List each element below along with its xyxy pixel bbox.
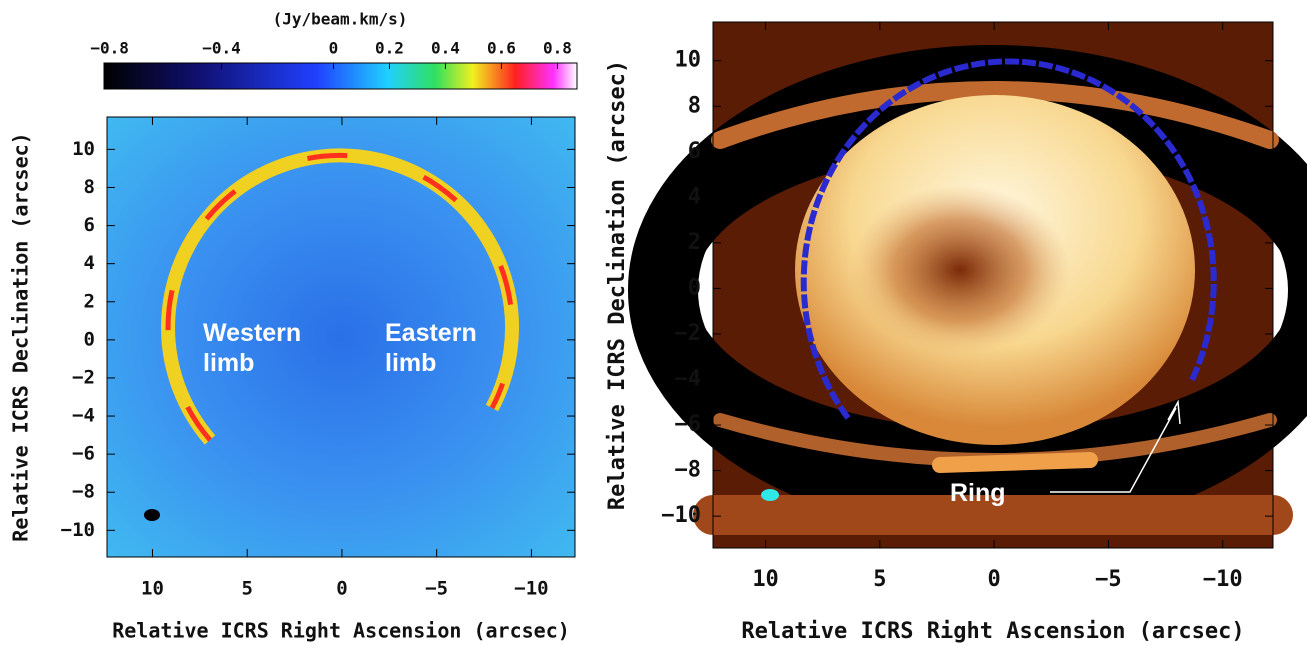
x-axis-label: Relative ICRS Right Ascension (arcsec): [741, 619, 1244, 644]
beam: [761, 489, 779, 501]
y-tick-label: −4: [72, 405, 95, 427]
y-axis-label: Relative ICRS Declination (arcsec): [605, 60, 630, 510]
y-tick-label: −10: [61, 519, 95, 541]
x-tick-label: −5: [425, 578, 448, 600]
colorbar: [103, 62, 578, 90]
y-tick-label: 10: [675, 48, 702, 73]
colorbar-tick-label: −0.8: [90, 39, 129, 58]
x-tick-label: −10: [514, 578, 548, 600]
y-tick-label: −8: [675, 458, 702, 483]
x-tick-label: 10: [752, 567, 779, 592]
x-tick-label: 0: [988, 567, 1001, 592]
y-tick-label: 8: [84, 176, 95, 198]
y-tick-label: 6: [84, 214, 95, 236]
annotation: Ring: [950, 479, 1006, 507]
y-tick-label: 0: [84, 328, 95, 350]
annotation: Eastern limb: [385, 319, 477, 377]
y-tick-label: −4: [675, 366, 702, 391]
colorbar-label: (Jy/beam.km/s): [273, 10, 408, 29]
colorbar-tick-label: 0.4: [431, 39, 460, 58]
y-tick-label: 8: [688, 93, 701, 118]
y-tick-label: 0: [688, 275, 701, 300]
y-tick-label: −10: [661, 503, 701, 528]
y-tick-label: 2: [688, 230, 701, 255]
limb-peak: [165, 152, 515, 442]
colorbar-tick-label: 0: [329, 39, 339, 58]
y-tick-label: 10: [72, 138, 95, 160]
y-tick-label: 6: [688, 139, 701, 164]
x-tick-label: −10: [1203, 567, 1243, 592]
beam: [144, 509, 160, 521]
y-tick-label: 4: [688, 184, 701, 209]
colorbar-tick-label: 0.8: [543, 39, 572, 58]
annotation: Western limb: [203, 319, 302, 377]
y-tick-label: −6: [72, 443, 95, 465]
y-tick-label: −2: [675, 321, 702, 346]
x-tick-label: 5: [873, 567, 886, 592]
bands: [628, 45, 1307, 535]
y-tick-label: 2: [84, 290, 95, 312]
y-tick-label: −2: [72, 366, 95, 388]
frame: [106, 116, 576, 558]
x-axis-label: Relative ICRS Right Ascension (arcsec): [112, 619, 570, 643]
frame: [712, 21, 1274, 549]
y-tick-label: 4: [84, 252, 95, 274]
x-tick-label: 0: [336, 578, 347, 600]
y-axis-label: Relative ICRS Declination (arcsec): [9, 132, 33, 541]
colorbar-tick-label: −0.4: [202, 39, 241, 58]
cavity: [850, 185, 1070, 355]
colorbar-tick-label: 0.6: [487, 39, 516, 58]
x-tick-label: 5: [241, 578, 252, 600]
arrow: [1050, 399, 1181, 493]
colorbar-tick-label: 0.2: [375, 39, 404, 58]
contour: [800, 58, 1217, 420]
y-tick-label: −6: [675, 412, 702, 437]
x-tick-label: 10: [141, 578, 164, 600]
image-left: [107, 117, 575, 557]
x-tick-label: −5: [1095, 567, 1122, 592]
y-tick-label: −8: [72, 481, 95, 503]
